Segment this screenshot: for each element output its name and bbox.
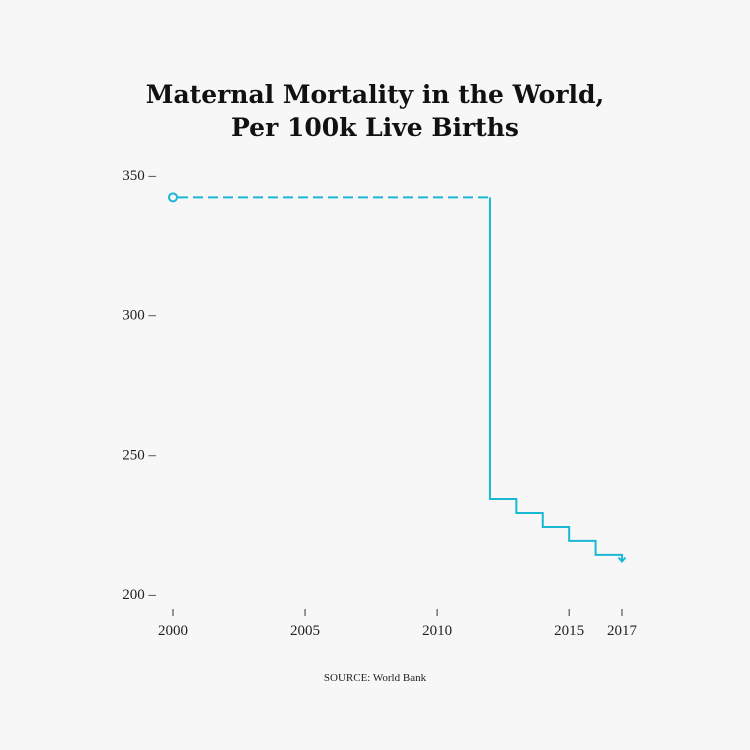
series-step-line <box>488 197 623 561</box>
y-tick-label: 350 – <box>122 168 156 184</box>
x-tick-label: 2005 <box>290 623 320 639</box>
chart-title-line2: Per 100k Live Births <box>231 113 519 142</box>
y-tick-label: 200 – <box>122 587 156 603</box>
end-point-marker <box>617 556 627 563</box>
x-tick-label: 2010 <box>422 623 452 639</box>
chart-title: Maternal Mortality in the World, Per 100… <box>0 78 750 144</box>
source-note: SOURCE: World Bank <box>323 672 427 684</box>
x-tick-label: 2000 <box>158 623 188 639</box>
y-tick-label: 300 – <box>122 308 156 324</box>
start-point-marker <box>168 192 178 203</box>
x-tick-label: 2017 <box>607 623 638 639</box>
x-tick-label: 2015 <box>554 623 584 639</box>
y-tick-label: 250 – <box>122 447 156 463</box>
chart-title-line1: Maternal Mortality in the World, <box>145 80 605 109</box>
